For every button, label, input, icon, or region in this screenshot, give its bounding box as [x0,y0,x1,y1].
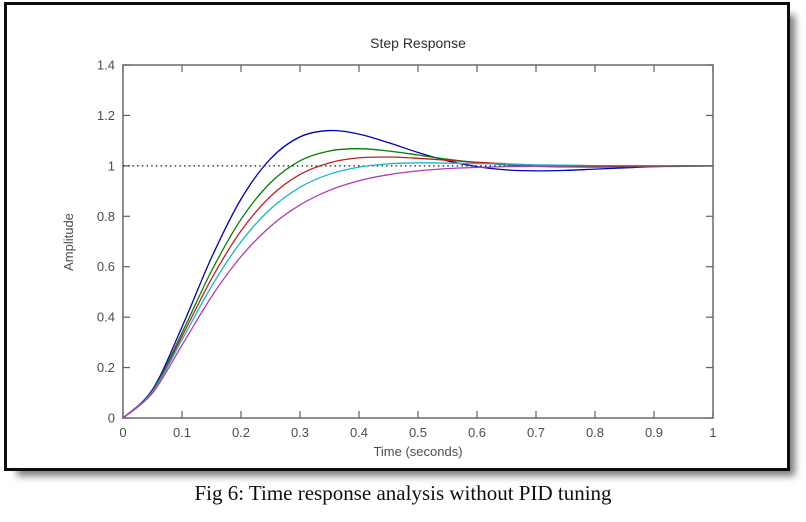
y-tick-label: 0.4 [97,310,115,325]
x-tick-label: 0.3 [291,425,309,440]
y-tick-label: 0.2 [97,360,115,375]
x-tick-label: 0.6 [468,425,486,440]
x-tick-label: 0.5 [409,425,427,440]
response-overshoot-1pct-curve [122,162,714,419]
x-tick-label: 1 [709,425,716,440]
figure-frame: Step Response Amplitude Time (seconds) 0… [4,2,790,471]
x-tick-label: 0.4 [350,425,368,440]
response-overshoot-14pct-curve [122,129,714,419]
y-tick-label: 1.4 [97,58,115,73]
x-tick-label: 0.7 [527,425,545,440]
y-tick-label: 1.2 [97,108,115,123]
chart-title: Step Response [370,35,466,51]
plot-area: 0 0.1 0.2 0.3 0.4 0.5 0.6 0.7 0.8 0.9 1 0 0.2 0.4 0.6 0… [97,58,717,441]
y-tick-label: 1 [108,158,115,173]
x-tick-label: 0.1 [173,425,191,440]
x-tick-label: 0 [119,425,126,440]
y-tick-label: 0.6 [97,259,115,274]
x-tick-label: 0.2 [232,425,250,440]
y-tick-label: 0.8 [97,209,115,224]
y-tick-label: 0 [108,411,115,426]
x-tick-label: 0.9 [645,425,663,440]
axes-box [122,64,714,419]
response-no-overshoot-curve [122,165,714,419]
x-axis-label: Time (seconds) [373,444,462,459]
figure-caption: Fig 6: Time response analysis without PI… [194,481,612,505]
y-axis-label: Amplitude [61,213,76,271]
response-overshoot-7pct-curve [122,148,714,419]
x-tick-label: 0.8 [586,425,604,440]
step-response-chart: Step Response Amplitude Time (seconds) 0… [61,35,717,459]
